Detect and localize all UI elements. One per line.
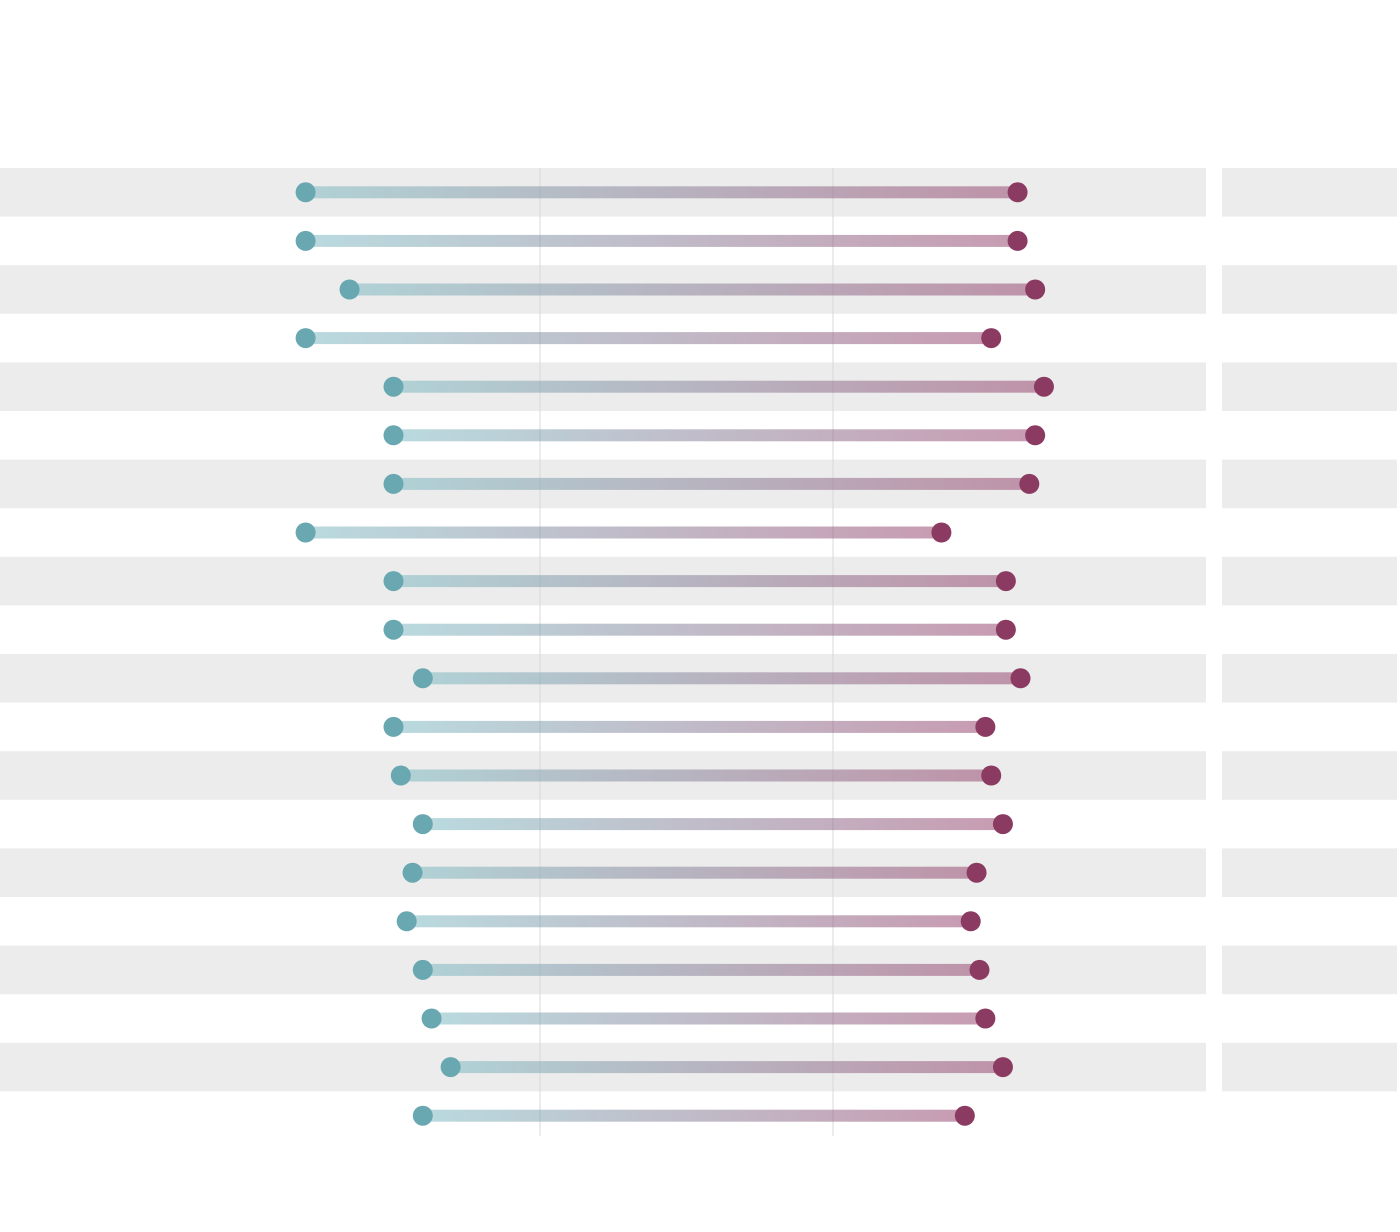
connector: [305, 186, 1018, 199]
end-dot: [1033, 376, 1054, 397]
connector: [412, 866, 977, 879]
start-dot: [383, 425, 404, 446]
connector: [349, 283, 1036, 296]
end-dot: [960, 911, 981, 932]
end-dot: [969, 959, 990, 980]
end-dot: [1025, 279, 1046, 300]
start-dot: [440, 1057, 461, 1078]
end-dot: [1007, 230, 1028, 251]
connector: [422, 672, 1021, 685]
end-dot: [992, 1057, 1013, 1078]
row-band: [1222, 362, 1397, 411]
row-band: [1222, 654, 1397, 703]
connector: [422, 818, 1003, 831]
connector: [422, 963, 980, 976]
end-dot: [975, 716, 996, 737]
start-dot: [412, 959, 433, 980]
row-band: [1222, 945, 1397, 995]
end-dot: [975, 1008, 996, 1029]
row-band: [1222, 751, 1397, 800]
connector: [393, 429, 1036, 442]
start-dot: [390, 765, 411, 786]
connector: [393, 720, 986, 733]
start-dot: [412, 668, 433, 689]
row-band: [1222, 265, 1397, 314]
end-dot: [1007, 182, 1028, 203]
start-dot: [383, 716, 404, 737]
connector: [400, 769, 992, 782]
connector: [305, 526, 942, 539]
end-dot: [966, 862, 987, 883]
start-dot: [421, 1008, 442, 1029]
connector: [305, 234, 1018, 247]
connector: [406, 915, 971, 928]
row-band: [1222, 848, 1397, 897]
end-dot: [981, 765, 1002, 786]
end-dot: [981, 328, 1002, 349]
start-dot: [396, 911, 417, 932]
start-dot: [412, 1105, 433, 1126]
start-dot: [383, 571, 404, 592]
start-dot: [295, 328, 316, 349]
start-dot: [383, 376, 404, 397]
start-dot: [383, 473, 404, 494]
connector: [450, 1061, 1003, 1074]
connector: [393, 623, 1006, 636]
end-dot: [995, 619, 1016, 640]
row-band: [1222, 168, 1397, 217]
end-dot: [1019, 473, 1040, 494]
end-dot: [1025, 425, 1046, 446]
end-dot: [992, 814, 1013, 835]
connector: [305, 332, 992, 345]
start-dot: [295, 522, 316, 543]
end-dot: [954, 1105, 975, 1126]
end-dot: [1010, 668, 1031, 689]
end-dot: [931, 522, 952, 543]
start-dot: [339, 279, 360, 300]
row-band: [1222, 459, 1397, 509]
start-dot: [402, 862, 423, 883]
connector: [431, 1012, 986, 1025]
connector: [422, 1109, 965, 1122]
start-dot: [295, 182, 316, 203]
start-dot: [412, 814, 433, 835]
end-dot: [995, 571, 1016, 592]
connector: [393, 380, 1044, 393]
row-band: [1222, 1042, 1397, 1092]
start-dot: [383, 619, 404, 640]
connector: [393, 575, 1006, 588]
connector: [393, 477, 1030, 490]
start-dot: [295, 230, 316, 251]
row-band: [1222, 556, 1397, 606]
